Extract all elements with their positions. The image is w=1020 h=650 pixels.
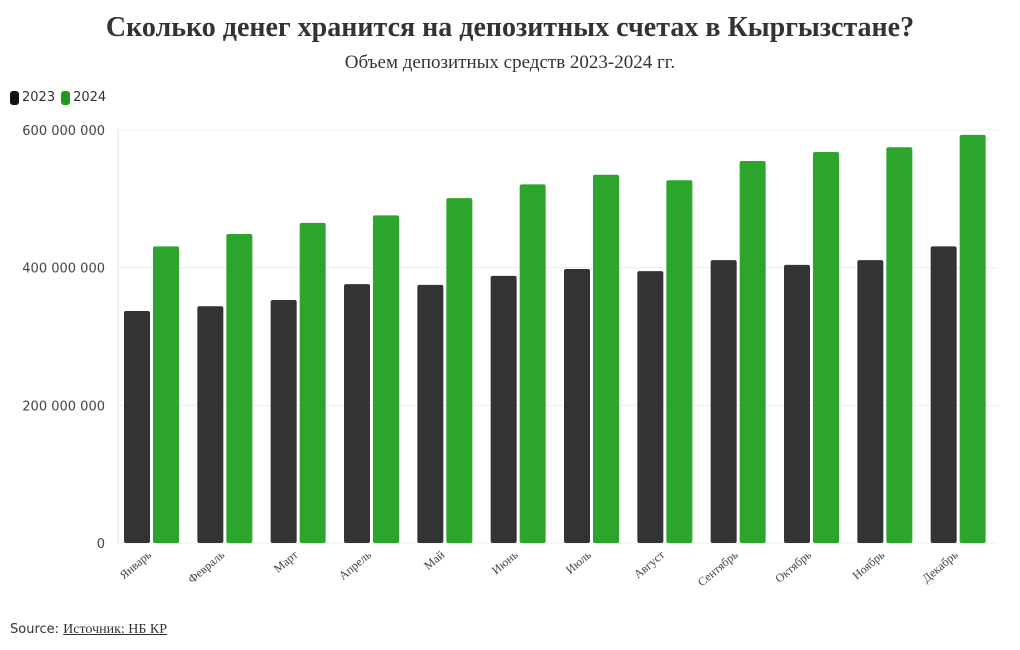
bar-2023 xyxy=(197,306,224,543)
bar-2024 xyxy=(959,134,986,543)
bar-2024 xyxy=(593,174,619,543)
x-tick-label: Август xyxy=(631,547,668,581)
y-tick-label: 400 000 000 xyxy=(22,262,105,277)
legend-label: 2023 xyxy=(22,90,56,105)
bar-2023 xyxy=(784,264,810,543)
bar-2023 xyxy=(637,271,664,543)
source-link[interactable]: Источник: НБ КР xyxy=(63,622,168,637)
legend: 2023 2024 xyxy=(10,90,106,105)
x-tick-label: Февраль xyxy=(185,547,228,586)
chart-title: Сколько денег хранится на депозитных сче… xyxy=(105,12,915,43)
legend-swatch-2024 xyxy=(61,90,71,105)
x-tick-label: Июль xyxy=(563,547,594,577)
x-tick-label: Май xyxy=(421,547,448,573)
bar-2023 xyxy=(857,260,884,543)
x-tick-label: Январь xyxy=(117,547,155,582)
legend-item-2023[interactable]: 2023 xyxy=(10,90,55,105)
y-tick-label: 600 000 000 xyxy=(22,124,105,139)
legend-swatch-2023 xyxy=(10,90,19,105)
x-tick-label: Декабрь xyxy=(919,547,961,585)
bar-2023 xyxy=(270,300,297,543)
bar-2023 xyxy=(344,284,370,543)
bar-2024 xyxy=(886,147,913,544)
legend-item-2024[interactable]: 2024 xyxy=(61,90,106,105)
bar-2023 xyxy=(710,260,737,543)
source-label: Source: xyxy=(10,622,60,637)
bar-2024 xyxy=(299,222,326,544)
bar-2023 xyxy=(417,284,444,543)
x-tick-label: Сентябрь xyxy=(695,547,741,589)
bar-2024 xyxy=(446,198,473,543)
bar-2023 xyxy=(490,275,517,543)
bar-2024 xyxy=(813,152,839,543)
bar-2024 xyxy=(666,180,693,543)
bar-2024 xyxy=(739,160,766,543)
source: Source: Источник: НБ КР xyxy=(10,622,167,638)
x-tick-label: Ноябрь xyxy=(850,547,888,582)
bar-2024 xyxy=(153,246,179,543)
x-tick-label: Март xyxy=(271,547,301,576)
bar-2024 xyxy=(519,184,546,543)
bar-2023 xyxy=(930,246,957,543)
chart-subtitle: Объем депозитных средств 2023-2024 гг. xyxy=(344,52,676,73)
x-tick-label: Октябрь xyxy=(772,547,814,585)
bar-2024 xyxy=(226,233,253,543)
y-tick-label: 200 000 000 xyxy=(22,399,105,414)
y-tick-label: 0 xyxy=(97,537,105,552)
bar-2023 xyxy=(564,269,590,543)
bar-2023 xyxy=(124,311,150,543)
x-tick-label: Июнь xyxy=(489,547,521,577)
legend-label: 2024 xyxy=(73,90,107,105)
x-tick-label: Апрель xyxy=(336,547,374,582)
bar-2024 xyxy=(373,215,399,543)
